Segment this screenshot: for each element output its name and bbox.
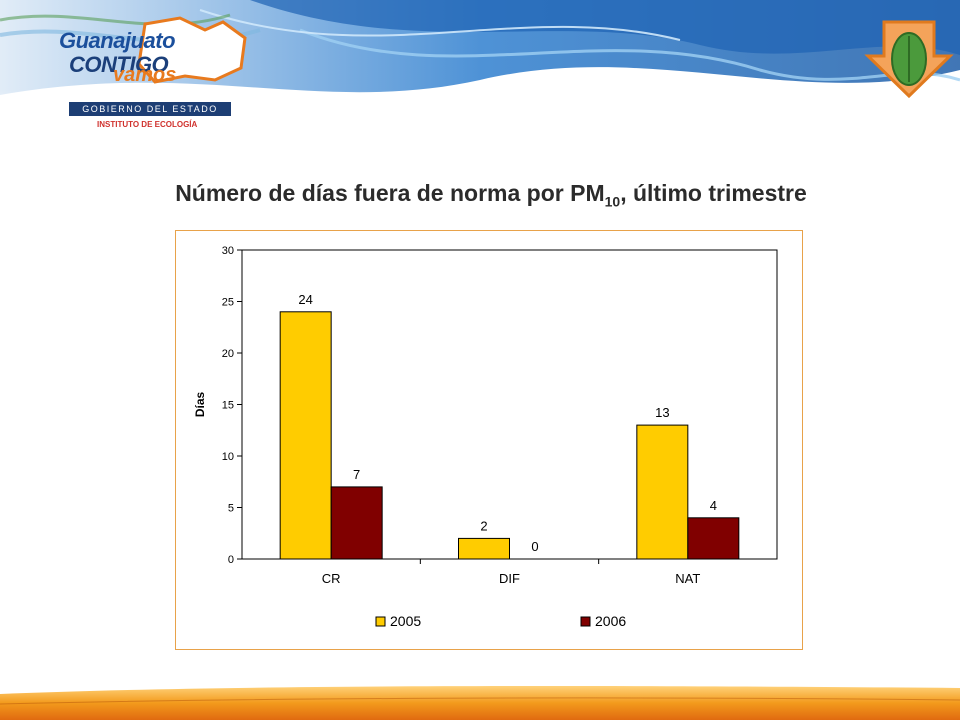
- bar-2005-nat: [636, 424, 689, 560]
- legend-swatch-2006: [580, 616, 591, 627]
- logo-text-guanajuato: Guanajuato: [59, 28, 176, 53]
- logo-institute-text: INSTITUTO DE ECOLOGÍA: [97, 120, 198, 129]
- y-tick-label: 20: [222, 348, 234, 360]
- data-label: 13: [655, 405, 669, 420]
- state-map-icon: [137, 16, 247, 84]
- y-tick-label: 10: [222, 451, 234, 463]
- bar-2005-cr: [279, 311, 332, 560]
- x-category-label: CR: [322, 571, 341, 586]
- data-label: 4: [710, 498, 717, 513]
- data-label: 7: [353, 467, 360, 482]
- footer-strip: [0, 686, 960, 720]
- logo-text-vamos: vamos: [113, 64, 177, 86]
- header-banner: [0, 0, 960, 150]
- y-tick-label: 30: [222, 245, 234, 257]
- data-label: 2: [480, 518, 487, 533]
- leaf-arrow-icon: [864, 20, 954, 99]
- page-title: Número de días fuera de norma por PM10, …: [0, 180, 960, 210]
- title-rest: , último trimestre: [620, 180, 807, 206]
- x-category-label: DIF: [499, 571, 520, 586]
- guanajuato-logo: Guanajuato CONTIGO vamos GOBIERNO DEL ES…: [55, 16, 255, 136]
- bar-2006-cr: [330, 486, 383, 560]
- legend-label-2006: 2006: [595, 613, 626, 629]
- data-label: 0: [531, 539, 538, 554]
- logo-text-contigo: CONTIGO: [69, 52, 169, 77]
- x-category-label: NAT: [675, 571, 700, 586]
- bar-2006-nat: [687, 517, 740, 560]
- y-axis-label: Días: [193, 392, 207, 418]
- title-subscript: 10: [604, 193, 621, 210]
- y-tick-label: 25: [222, 297, 234, 309]
- y-tick-label: 15: [222, 400, 234, 412]
- legend-swatch-2005: [375, 616, 386, 627]
- title-main: Número de días fuera de norma por PM: [175, 180, 605, 206]
- bar-2005-dif: [458, 537, 510, 560]
- y-tick-label: 5: [228, 503, 234, 515]
- logo-government-band: GOBIERNO DEL ESTADO: [69, 102, 231, 116]
- chart-frame: 0 5 10 15 20 25 30 CR 24 7 DIF 2 0 NAT 13 4 Días 2005 2006: [175, 230, 803, 650]
- y-tick-label: 0: [228, 554, 234, 566]
- legend-label-2005: 2005: [390, 613, 421, 629]
- data-label: 24: [298, 292, 312, 307]
